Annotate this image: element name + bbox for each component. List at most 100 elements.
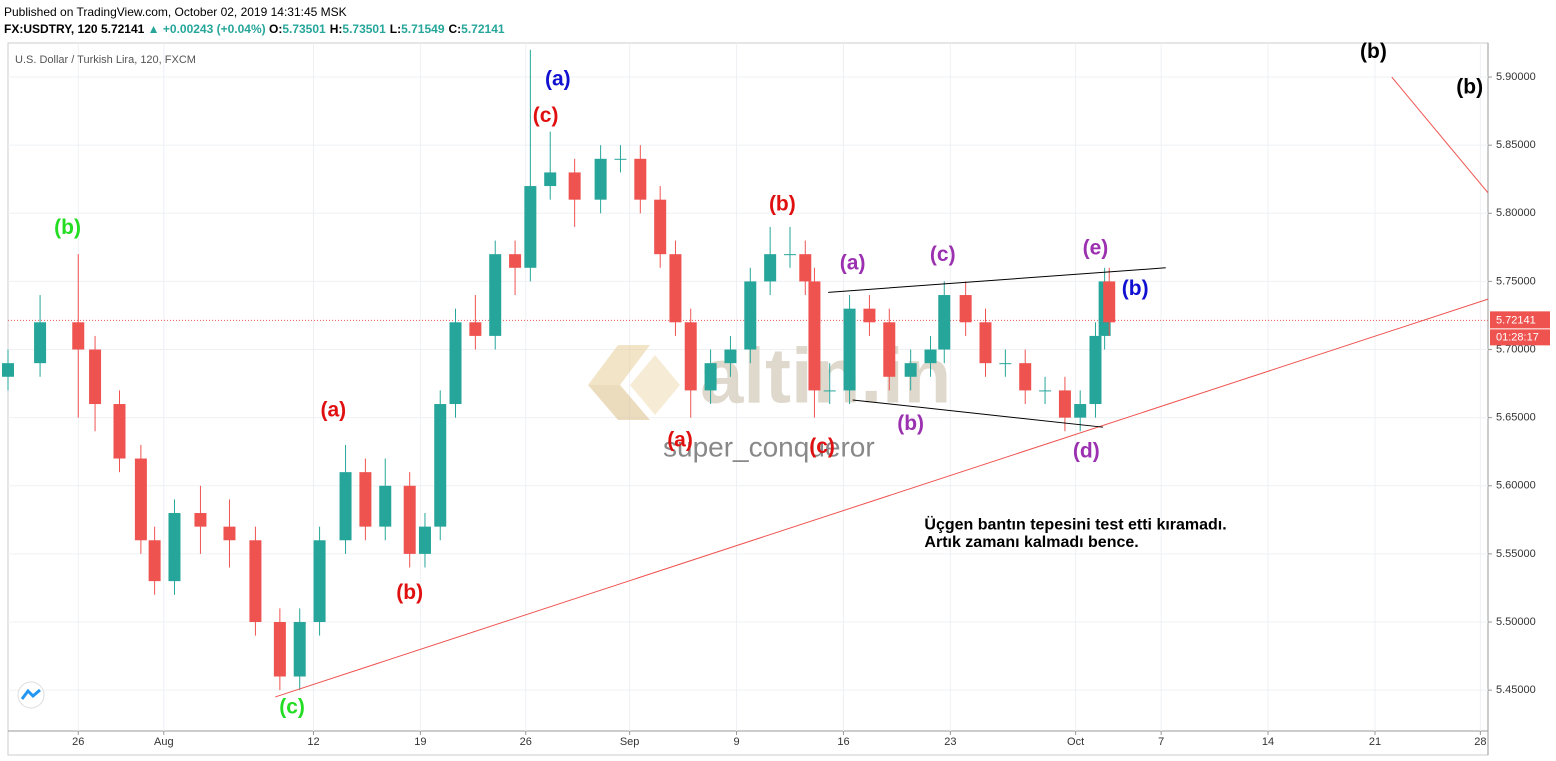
- watermark-logo: [588, 345, 680, 420]
- candle-body: [744, 281, 757, 350]
- wave-label: (c): [930, 243, 956, 266]
- note: Üçgen bantın tepesini test etti kıramadı…: [924, 514, 1226, 533]
- x-tick-label: 23: [944, 736, 956, 748]
- candle-body: [223, 526, 236, 541]
- x-tick-label: 7: [1158, 736, 1164, 748]
- y-tick-label: 5.55000: [1496, 548, 1536, 560]
- y-tick-label: 5.45000: [1496, 684, 1536, 696]
- candle-body: [89, 349, 102, 405]
- ohlc-label: C:: [448, 22, 462, 36]
- x-tick-label: 26: [72, 736, 84, 748]
- x-tick-label: 14: [1262, 736, 1274, 748]
- wave-label: (a): [320, 398, 346, 421]
- ohlc-value: 5.72141: [461, 22, 505, 36]
- wave-label: (b): [769, 193, 796, 216]
- candle-body: [799, 254, 812, 282]
- candle-body: [669, 254, 682, 323]
- candle-body: [614, 158, 627, 160]
- candle-body: [339, 472, 352, 541]
- candle-body: [1089, 335, 1102, 405]
- symbol: FX:USDTRY, 120: [4, 22, 98, 36]
- candle-body: [293, 622, 306, 677]
- note: Artık zamanı kalmadı bence.: [924, 534, 1138, 551]
- candle-body: [544, 172, 557, 187]
- y-tick-label: 5.75000: [1496, 275, 1536, 287]
- candle-body: [924, 349, 937, 364]
- x-tick-label: 21: [1369, 736, 1381, 748]
- y-tick-label: 5.50000: [1496, 616, 1536, 628]
- wave-label: (b): [897, 412, 924, 435]
- candle-body: [434, 404, 447, 527]
- candle-body: [904, 363, 917, 377]
- wave-label: (e): [1083, 236, 1109, 259]
- candle-body: [808, 281, 821, 391]
- ohlc-value: 5.73501: [342, 22, 386, 36]
- quote-line: FX:USDTRY, 120 5.72141 ▲ +0.00243 (+0.04…: [4, 21, 509, 38]
- candle-body: [403, 485, 416, 554]
- ohlc-value: 5.71549: [401, 22, 445, 36]
- countdown-tag: [1490, 329, 1550, 346]
- ohlc-label: L:: [389, 22, 402, 36]
- trendline: [275, 298, 1489, 698]
- candle-body: [1074, 404, 1087, 418]
- candle-body: [379, 485, 392, 527]
- candle-body: [938, 295, 951, 350]
- tv-logo-icon: [20, 688, 41, 700]
- y-tick-label: 5.65000: [1496, 412, 1536, 424]
- candle-body: [594, 158, 607, 200]
- header: Published on TradingView.com, October 02…: [4, 4, 509, 38]
- author: super_conqueror: [663, 431, 875, 462]
- x-tick-label: Oct: [1067, 736, 1084, 748]
- candle-body: [418, 526, 431, 554]
- y-tick-label: 5.70000: [1496, 343, 1536, 355]
- candle-body: [704, 363, 717, 391]
- candle-body: [784, 254, 797, 256]
- x-tick-label: Aug: [154, 736, 174, 748]
- candle-body: [823, 390, 836, 392]
- wave-label: (a): [840, 251, 866, 274]
- candle-body: [1058, 390, 1071, 418]
- candle-body: [1039, 390, 1052, 392]
- y-tick-label: 5.85000: [1496, 139, 1536, 151]
- x-tick-label: 9: [733, 736, 739, 748]
- x-tick-label: 19: [414, 736, 426, 748]
- last-price-tag: [1490, 311, 1550, 329]
- wave-label: (c): [809, 435, 835, 458]
- candle-body: [684, 322, 697, 391]
- countdown: 01:28:17: [1496, 331, 1539, 343]
- candle-body: [863, 308, 876, 323]
- trendline: [852, 399, 1104, 428]
- ohlc-value: 5.73501: [282, 22, 326, 36]
- wave-label: (a): [545, 67, 571, 90]
- candle-body: [359, 472, 372, 527]
- candle-body: [764, 254, 777, 282]
- candle-body: [959, 295, 972, 323]
- candle-body: [999, 363, 1012, 365]
- ohlc-label: O:: [268, 22, 283, 36]
- x-tick-label: 16: [837, 736, 849, 748]
- wave-label: (b): [54, 216, 81, 239]
- candle-body: [883, 322, 896, 377]
- wave-label: (a): [667, 428, 693, 451]
- last: 5.72141: [100, 22, 145, 36]
- x-tick-label: 26: [520, 736, 532, 748]
- candle-body: [634, 158, 647, 200]
- wave-label: (c): [279, 695, 305, 718]
- x-tick-label: 12: [307, 736, 319, 748]
- y-tick-label: 5.60000: [1496, 480, 1536, 492]
- candle-body: [168, 513, 181, 582]
- candle-body: [313, 540, 326, 623]
- candle-body: [148, 540, 161, 582]
- candle-body: [449, 322, 462, 405]
- wave-label: (b): [1360, 40, 1387, 63]
- candle-body: [843, 308, 856, 391]
- trendline: [828, 267, 1166, 293]
- ohlc-label: H:: [329, 22, 343, 36]
- candle-body: [1103, 281, 1116, 323]
- chart-legend: U.S. Dollar / Turkish Lira, 120, FXCM: [15, 54, 196, 66]
- candle-body: [469, 322, 482, 336]
- candle-body: [979, 322, 992, 364]
- last-price-label: 5.72141: [1496, 314, 1536, 326]
